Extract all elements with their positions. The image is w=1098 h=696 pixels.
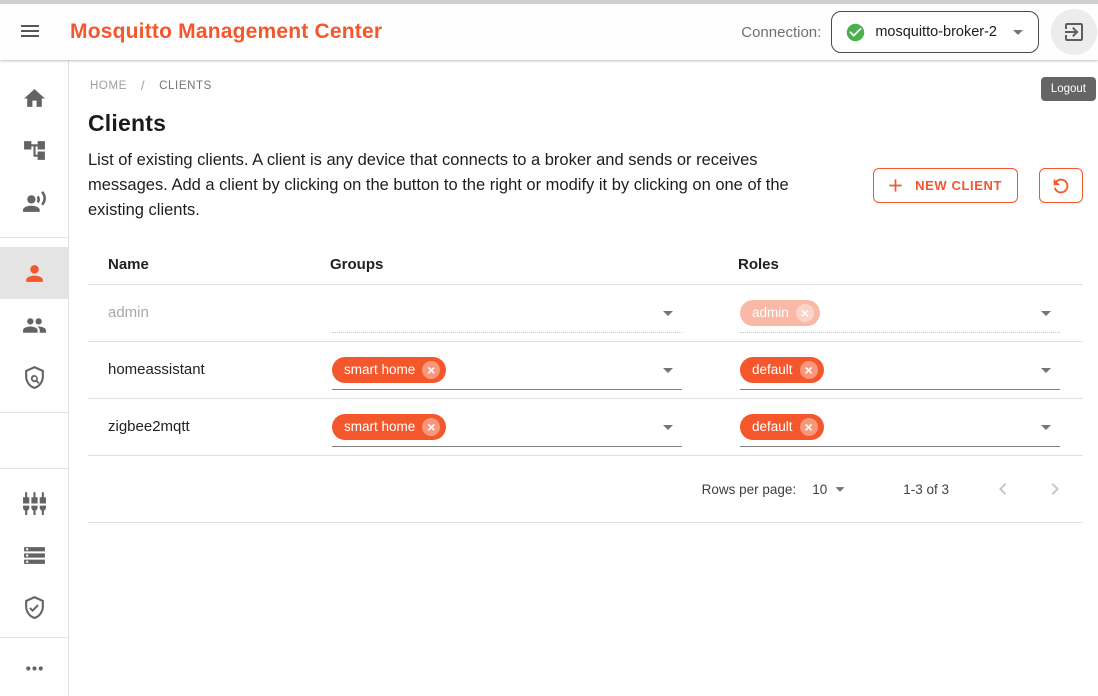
table-pagination: Rows per page: 10 1-3 of 3 xyxy=(88,456,1083,523)
roles-select: admin × xyxy=(740,293,1060,333)
column-header-roles: Roles xyxy=(738,255,779,273)
connection-label: Connection: xyxy=(741,23,822,41)
role-chip[interactable]: admin × xyxy=(740,299,820,326)
sidebar-item-groups[interactable] xyxy=(0,299,68,351)
chip-label: smart home xyxy=(344,362,416,377)
groups-select[interactable]: smart home × xyxy=(332,407,682,447)
sidebar-divider xyxy=(0,637,68,638)
sidebar-divider xyxy=(0,237,68,238)
hamburger-icon xyxy=(18,19,42,46)
client-name: admin xyxy=(108,304,149,321)
chevron-right-icon xyxy=(1043,477,1067,501)
sidebar-item-info[interactable] xyxy=(0,529,68,581)
shield-search-icon xyxy=(22,365,47,390)
chevron-down-icon xyxy=(1034,358,1058,382)
roles-select[interactable]: default × xyxy=(740,407,1060,447)
role-chip[interactable]: default × xyxy=(740,356,824,383)
breadcrumb: HOME / CLIENTS xyxy=(90,78,1083,93)
client-name: zigbee2mqtt xyxy=(108,418,190,435)
next-page-button[interactable] xyxy=(1041,475,1069,503)
chip-delete-icon[interactable]: × xyxy=(799,417,818,436)
sidebar-item-security[interactable] xyxy=(0,581,68,633)
breadcrumb-home[interactable]: HOME xyxy=(90,79,127,92)
clients-table: Name Groups Roles admin admin × homeassista… xyxy=(88,244,1083,523)
groups-select xyxy=(332,293,682,333)
chip-delete-icon[interactable]: × xyxy=(799,360,818,379)
chip-delete-icon[interactable]: × xyxy=(795,303,814,322)
previous-page-button[interactable] xyxy=(989,475,1017,503)
breadcrumb-separator: / xyxy=(140,78,146,93)
table-header: Name Groups Roles xyxy=(88,244,1083,285)
menu-button[interactable] xyxy=(8,10,52,54)
breadcrumb-current: CLIENTS xyxy=(159,79,212,92)
column-header-name: Name xyxy=(108,255,149,273)
chip-label: smart home xyxy=(344,419,416,434)
rows-per-page-label: Rows per page: xyxy=(701,481,797,497)
chevron-down-icon xyxy=(656,415,680,439)
sidebar-item-roles[interactable] xyxy=(0,351,68,403)
sidebar-item-more[interactable] xyxy=(0,642,68,694)
record-voice-icon xyxy=(22,190,47,215)
sidebar-item-topic-tree[interactable] xyxy=(0,124,68,176)
chevron-down-icon xyxy=(1034,301,1058,325)
check-circle-icon xyxy=(845,22,866,43)
chevron-down-icon xyxy=(1006,20,1030,44)
new-client-button[interactable]: NEW CLIENT xyxy=(873,168,1018,203)
chip-label: default xyxy=(752,419,793,434)
connection-select[interactable]: mosquitto-broker-2 xyxy=(831,11,1039,53)
pagination-range: 1-3 of 3 xyxy=(903,481,949,497)
page-description: List of existing clients. A client is an… xyxy=(88,151,789,219)
rows-per-page-select[interactable]: 10 xyxy=(812,478,851,500)
chip-delete-icon[interactable]: × xyxy=(422,360,441,379)
chevron-down-icon xyxy=(829,478,851,500)
refresh-button[interactable] xyxy=(1039,168,1083,203)
chevron-left-icon xyxy=(991,477,1015,501)
people-icon xyxy=(22,313,47,338)
chevron-down-icon xyxy=(656,358,680,382)
sidebar-item-home[interactable] xyxy=(0,72,68,124)
column-header-groups: Groups xyxy=(330,255,384,273)
table-row[interactable]: admin admin × xyxy=(88,285,1083,342)
home-icon xyxy=(22,86,47,111)
logout-tooltip: Logout xyxy=(1040,77,1096,101)
sidebar-item-clients[interactable] xyxy=(0,247,68,299)
group-chip[interactable]: smart home × xyxy=(332,356,447,383)
exit-to-app-icon xyxy=(1062,20,1086,44)
account-tree-icon xyxy=(22,138,47,163)
main-content: HOME / CLIENTS Clients List of existing … xyxy=(69,60,1098,696)
sidebar-item-plugins[interactable] xyxy=(0,477,68,529)
input-component-icon xyxy=(22,491,47,516)
group-chip[interactable]: smart home × xyxy=(332,413,447,440)
page-title: Clients xyxy=(88,110,167,136)
table-row[interactable]: homeassistant smart home × default × xyxy=(88,342,1083,399)
more-horiz-icon xyxy=(22,656,47,681)
chip-delete-icon[interactable]: × xyxy=(422,417,441,436)
client-name: homeassistant xyxy=(108,361,205,378)
sidebar-divider xyxy=(0,412,68,413)
sidebar-divider xyxy=(0,468,68,469)
person-icon xyxy=(22,261,47,286)
window-top-strip xyxy=(0,0,1098,4)
refresh-icon xyxy=(1050,175,1072,197)
storage-icon xyxy=(22,543,47,568)
connection-value: mosquitto-broker-2 xyxy=(875,24,997,40)
app-title: Mosquitto Management Center xyxy=(70,20,383,43)
chevron-down-icon xyxy=(1034,415,1058,439)
shield-check-icon xyxy=(22,595,47,620)
table-row[interactable]: zigbee2mqtt smart home × default × xyxy=(88,399,1083,456)
chevron-down-icon xyxy=(656,301,680,325)
roles-select[interactable]: default × xyxy=(740,350,1060,390)
sidebar xyxy=(0,60,69,696)
plus-icon xyxy=(885,175,906,196)
logout-button[interactable] xyxy=(1051,9,1097,55)
sidebar-item-streams[interactable] xyxy=(0,176,68,228)
role-chip[interactable]: default × xyxy=(740,413,824,440)
appbar: Mosquitto Management Center Connection: … xyxy=(0,4,1098,60)
groups-select[interactable]: smart home × xyxy=(332,350,682,390)
chip-label: admin xyxy=(752,305,789,320)
chip-label: default xyxy=(752,362,793,377)
